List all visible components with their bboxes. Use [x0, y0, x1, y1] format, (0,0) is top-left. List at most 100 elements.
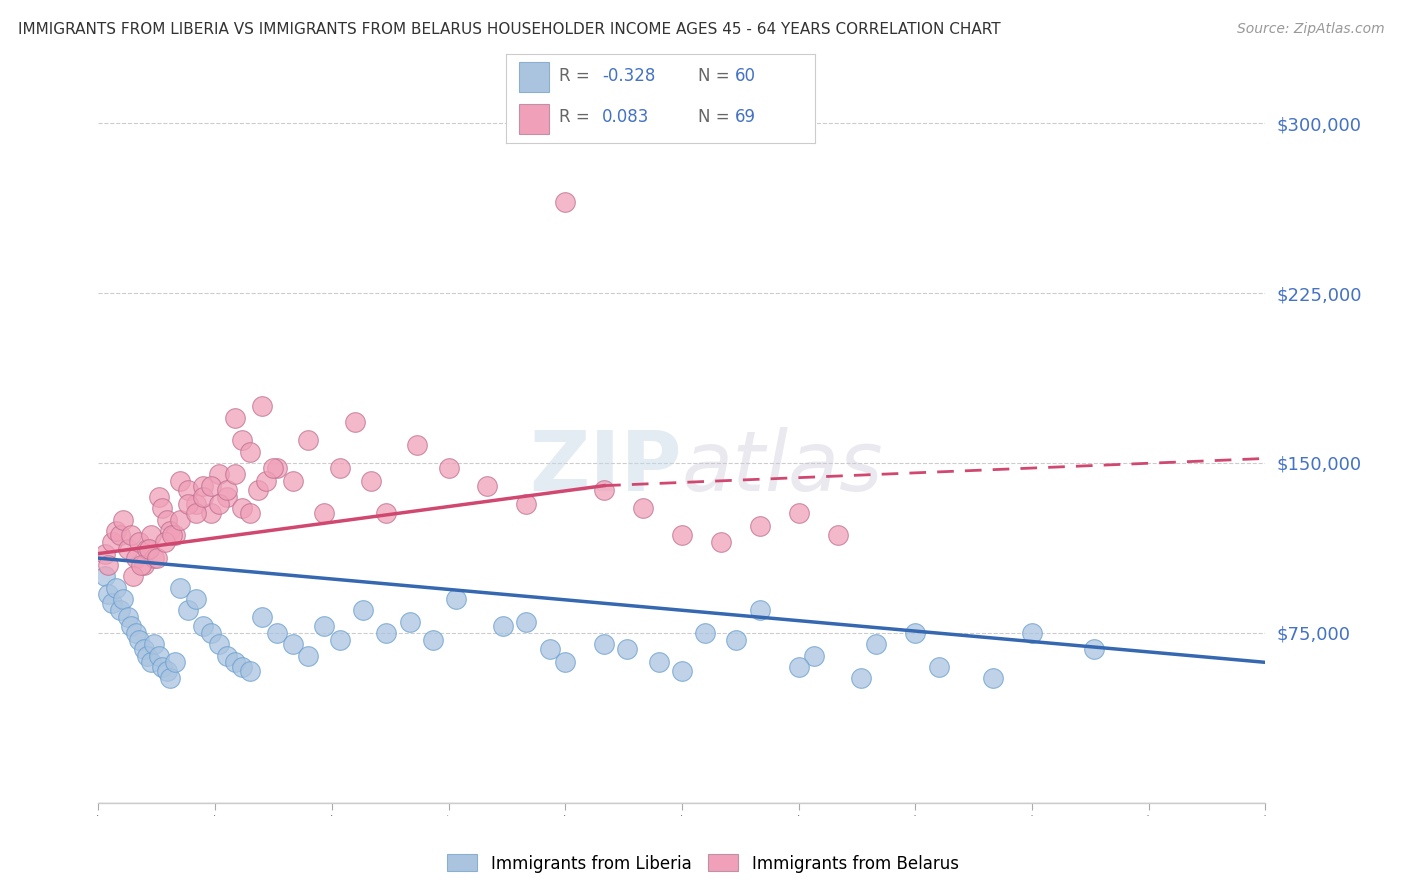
Point — [254, 474, 277, 488]
Point — [554, 656, 576, 670]
Point — [159, 671, 181, 685]
Point — [125, 551, 148, 566]
Point — [928, 660, 950, 674]
Point — [200, 626, 222, 640]
Point — [406, 438, 429, 452]
Point — [554, 195, 576, 210]
Point — [281, 474, 304, 488]
Point — [477, 478, 499, 492]
Point — [398, 615, 420, 629]
Point — [593, 483, 616, 498]
Point — [515, 615, 537, 629]
Text: 69: 69 — [735, 108, 756, 127]
Point — [1021, 626, 1043, 640]
Point — [224, 656, 246, 670]
Point — [492, 619, 515, 633]
Point — [128, 632, 150, 647]
Point — [266, 460, 288, 475]
Point — [169, 474, 191, 488]
Point — [208, 637, 231, 651]
Point — [135, 648, 157, 663]
Point — [904, 626, 927, 640]
Point — [787, 506, 810, 520]
Point — [262, 460, 284, 475]
Point — [208, 497, 231, 511]
Point — [239, 444, 262, 458]
Point — [104, 581, 127, 595]
Point — [803, 648, 825, 663]
Point — [153, 535, 176, 549]
Point — [97, 558, 120, 572]
Point — [787, 660, 810, 674]
Point — [710, 535, 733, 549]
Point — [148, 648, 170, 663]
Point — [266, 626, 288, 640]
Point — [193, 619, 215, 633]
Point — [695, 626, 717, 640]
Point — [312, 619, 335, 633]
Point — [865, 637, 887, 651]
Point — [108, 603, 131, 617]
Point — [200, 478, 222, 492]
Point — [97, 587, 120, 601]
Point — [143, 637, 166, 651]
Point — [112, 591, 135, 606]
Point — [250, 400, 273, 414]
Point — [163, 656, 186, 670]
Text: atlas: atlas — [682, 427, 883, 508]
Point — [169, 513, 191, 527]
Point — [215, 483, 238, 498]
Point — [224, 467, 246, 482]
Point — [231, 501, 253, 516]
Point — [297, 434, 319, 448]
Point — [148, 490, 170, 504]
Point — [593, 637, 616, 651]
Text: R =: R = — [558, 108, 595, 127]
Point — [849, 671, 872, 685]
Point — [437, 460, 460, 475]
Point — [108, 528, 131, 542]
Point — [224, 410, 246, 425]
Point — [239, 665, 262, 679]
Point — [375, 626, 398, 640]
Point — [215, 490, 238, 504]
Point — [122, 569, 145, 583]
Point — [93, 569, 115, 583]
Point — [193, 490, 215, 504]
Point — [159, 524, 181, 538]
Point — [329, 460, 352, 475]
Point — [177, 497, 200, 511]
Point — [671, 528, 693, 542]
Point — [725, 632, 748, 647]
Point — [120, 528, 142, 542]
Point — [177, 603, 200, 617]
Point — [141, 528, 163, 542]
Point — [129, 558, 152, 572]
Point — [200, 506, 222, 520]
Point — [104, 524, 127, 538]
Point — [132, 558, 155, 572]
Point — [538, 641, 561, 656]
Point — [101, 535, 124, 549]
Point — [422, 632, 444, 647]
Text: N =: N = — [697, 67, 735, 86]
Point — [671, 665, 693, 679]
Point — [117, 610, 139, 624]
Point — [128, 535, 150, 549]
Point — [250, 610, 273, 624]
Point — [231, 434, 253, 448]
Point — [208, 467, 231, 482]
Point — [827, 528, 849, 542]
Point — [177, 483, 200, 498]
Text: IMMIGRANTS FROM LIBERIA VS IMMIGRANTS FROM BELARUS HOUSEHOLDER INCOME AGES 45 - : IMMIGRANTS FROM LIBERIA VS IMMIGRANTS FR… — [18, 22, 1001, 37]
Point — [184, 591, 207, 606]
Point — [125, 626, 148, 640]
Point — [297, 648, 319, 663]
Point — [1083, 641, 1105, 656]
Point — [981, 671, 1004, 685]
Point — [329, 632, 352, 647]
FancyBboxPatch shape — [519, 104, 550, 134]
Text: -0.328: -0.328 — [602, 67, 655, 86]
Point — [239, 506, 262, 520]
Point — [616, 641, 638, 656]
